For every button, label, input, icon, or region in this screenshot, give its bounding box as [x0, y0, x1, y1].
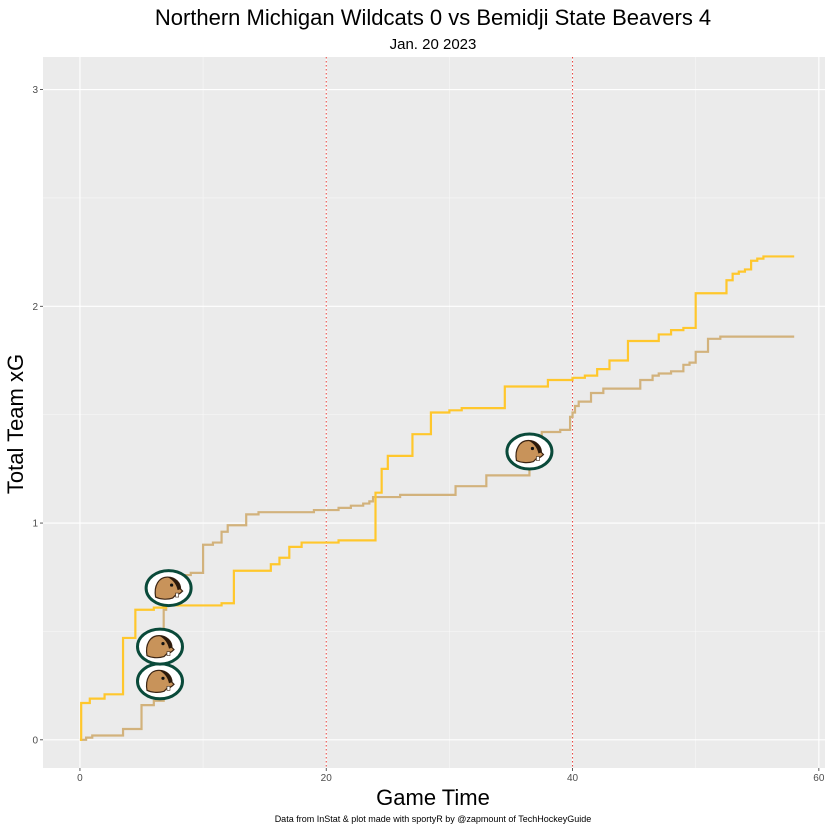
- y-tick-label: 1: [32, 519, 38, 530]
- beaver-logo-icon: [505, 432, 554, 471]
- beaver-tooth: [536, 456, 540, 461]
- chart-title: Northern Michigan Wildcats 0 vs Bemidji …: [155, 5, 711, 30]
- series-line-gold: [79, 255, 795, 741]
- y-axis-ticks: 0 1 2 3: [32, 85, 43, 746]
- major-grid: [43, 57, 825, 768]
- beaver-eye: [170, 583, 174, 587]
- beaver-mane: [158, 670, 172, 684]
- beaver-eye: [530, 446, 535, 451]
- beaver-tooth: [166, 651, 171, 656]
- chart-subtitle: Jan. 20 2023: [390, 36, 477, 53]
- beaver-logo-icon: [135, 662, 184, 701]
- y-tick-label: 3: [32, 85, 38, 96]
- y-tick-label: 0: [32, 735, 38, 746]
- x-tick-label: 40: [567, 773, 579, 784]
- beaver-logo-icon: [135, 627, 184, 666]
- beaver-mane: [167, 577, 181, 591]
- goal-markers: [135, 432, 554, 701]
- x-axis-title: Game Time: [376, 785, 490, 810]
- beaver-eye: [161, 676, 165, 680]
- beaver-logo-icon: [144, 569, 193, 608]
- chart-caption: Data from InStat & plot made with sporty…: [275, 814, 592, 824]
- beaver-mane: [528, 440, 542, 454]
- y-tick-label: 2: [32, 302, 38, 313]
- x-tick-label: 0: [77, 773, 83, 784]
- beaver-tooth: [175, 592, 179, 598]
- x-axis-ticks: 0 20 40 60: [77, 768, 825, 784]
- beaver-eye: [161, 642, 165, 646]
- beaver-mane: [158, 635, 172, 649]
- y-axis-title: Total Team xG: [3, 354, 28, 494]
- x-tick-label: 20: [321, 773, 333, 784]
- x-tick-label: 60: [813, 773, 825, 784]
- period-lines: [325, 57, 574, 768]
- beaver-tooth: [166, 685, 171, 691]
